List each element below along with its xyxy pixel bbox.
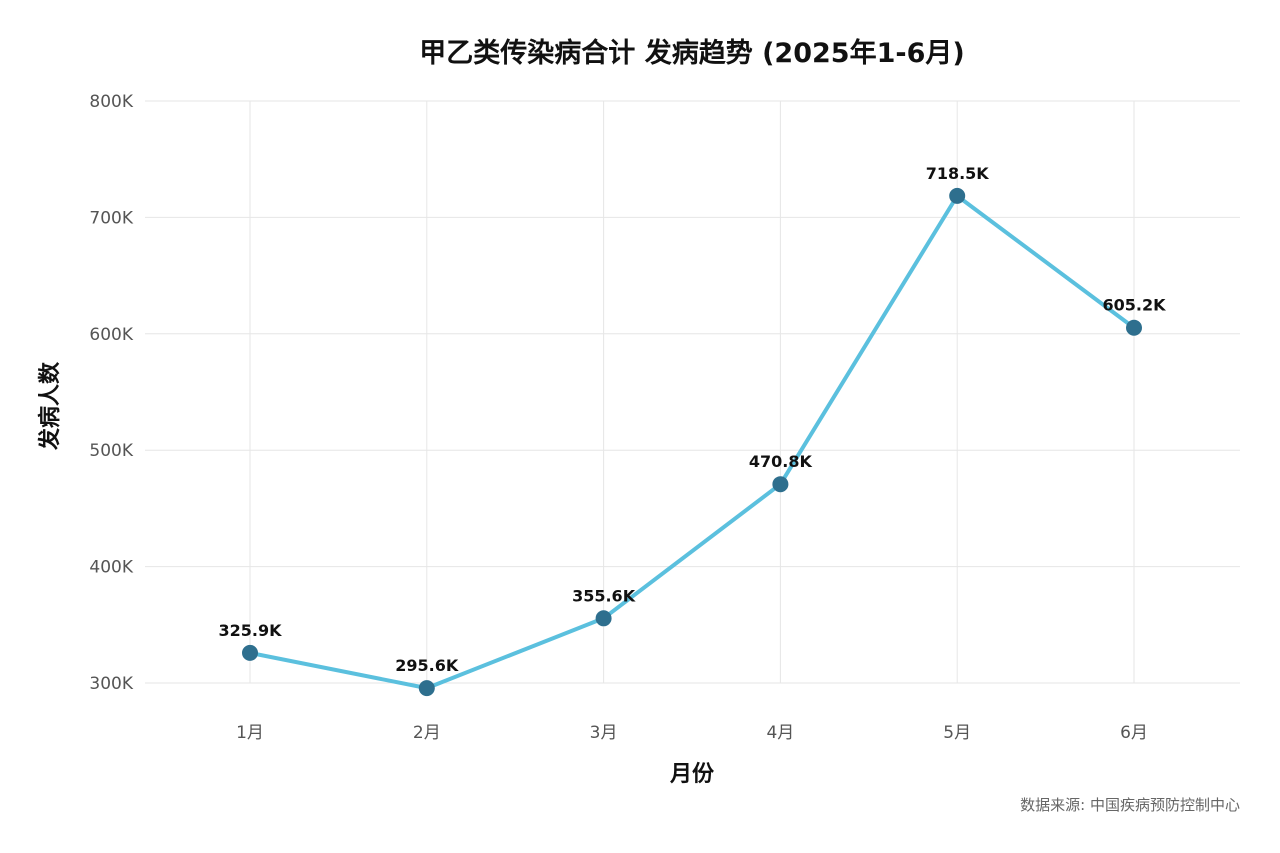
- x-tick-label: 4月: [766, 723, 794, 743]
- data-point-layer: [242, 187, 1142, 697]
- x-tick-label: 3月: [590, 723, 618, 743]
- x-tick-label: 1月: [236, 723, 264, 743]
- data-label: 718.5K: [926, 164, 990, 183]
- data-point: [595, 610, 612, 627]
- x-axis-title: 月份: [669, 762, 715, 787]
- data-point: [242, 644, 258, 661]
- series-line: [248, 193, 1136, 691]
- data-label: 325.9K: [218, 621, 282, 640]
- data-label: 295.6K: [395, 656, 459, 675]
- y-tick-label: 800K: [89, 92, 133, 112]
- x-tick-label: 5月: [943, 723, 971, 743]
- data-label-layer: 325.9K 295.6K 355.6K 470.8K 718.5K 605.2K: [218, 164, 1166, 675]
- data-point: [949, 187, 966, 204]
- data-point: [772, 476, 789, 493]
- y-tick-label: 300K: [89, 674, 133, 694]
- data-label: 355.6K: [572, 586, 636, 605]
- data-point: [1126, 319, 1142, 336]
- data-point: [418, 680, 435, 697]
- y-axis-ticks: 300K 400K 500K 600K 700K 800K: [89, 92, 133, 694]
- chart-title: 甲乙类传染病合计 发病趋势 (2025年1-6月): [419, 37, 964, 69]
- data-label: 605.2K: [1102, 296, 1166, 315]
- y-tick-label: 400K: [89, 558, 133, 578]
- data-label: 470.8K: [749, 452, 813, 471]
- x-axis-ticks: 1月 2月 3月 4月 5月 6月: [236, 723, 1148, 743]
- y-tick-label: 500K: [89, 441, 133, 461]
- y-tick-label: 600K: [89, 325, 133, 345]
- x-tick-label: 2月: [413, 723, 441, 743]
- series-line-layer: [248, 193, 1136, 691]
- y-tick-label: 700K: [89, 208, 133, 228]
- x-tick-label: 6月: [1120, 723, 1148, 743]
- grid-layer: [145, 100, 1240, 684]
- y-axis-title: 发病人数: [37, 361, 63, 451]
- source-caption: 数据来源: 中国疾病预防控制中心: [1020, 796, 1240, 814]
